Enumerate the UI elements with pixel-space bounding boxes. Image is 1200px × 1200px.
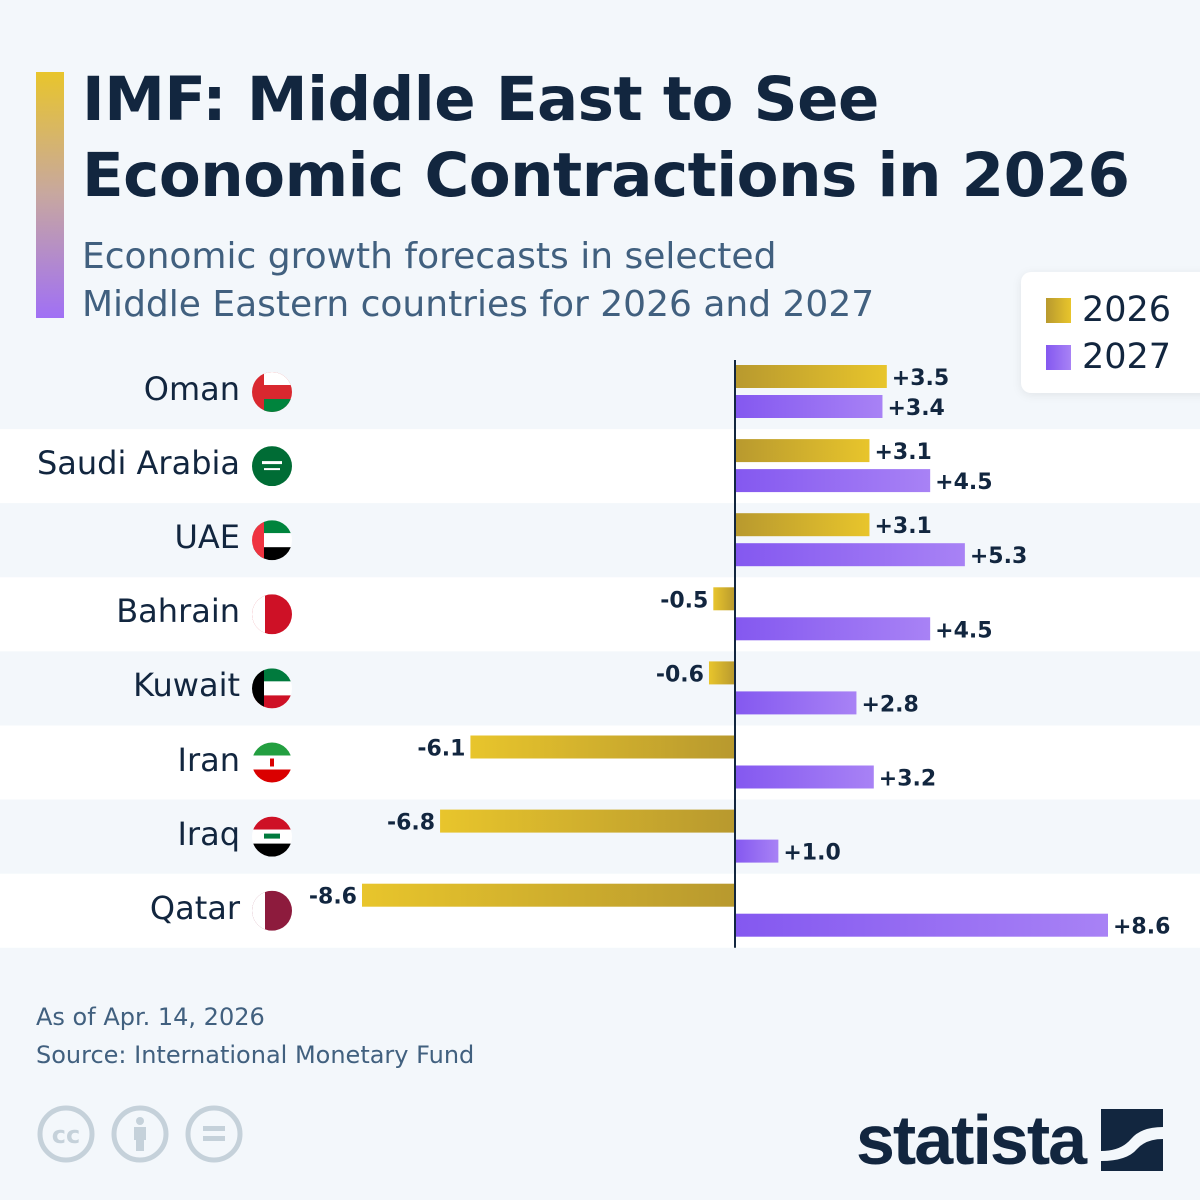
category-label: Qatar	[149, 888, 240, 927]
category-label: Oman	[143, 370, 240, 408]
flag-icon	[252, 520, 292, 561]
attribution-icon[interactable]	[110, 1104, 170, 1164]
bar-2027	[735, 395, 883, 418]
data-label: +1.0	[783, 841, 840, 866]
flag-icon	[252, 890, 292, 931]
legend-swatch-2027	[1046, 344, 1071, 370]
data-label: +2.8	[861, 692, 918, 717]
source-note: Source: International Monetary Fund	[36, 1041, 475, 1069]
bar-2027	[735, 543, 965, 567]
bar-2026	[440, 809, 735, 833]
legend-swatch-2026	[1046, 297, 1071, 323]
subtitle: Economic growth forecasts in selected Mi…	[82, 233, 874, 329]
bar-2026	[735, 439, 870, 463]
no-derivatives-icon[interactable]	[184, 1104, 244, 1164]
data-label: -0.5	[660, 588, 708, 613]
data-label: +3.1	[874, 514, 931, 539]
category-label: Iraq	[177, 814, 240, 853]
data-label: +3.2	[879, 767, 936, 792]
statista-logo-icon	[1101, 1109, 1164, 1171]
subtitle-line-1: Economic growth forecasts in selected	[82, 236, 777, 277]
title-line-1: IMF: Middle East to See	[82, 64, 879, 135]
svg-text:cc: cc	[52, 1121, 80, 1149]
data-label: +3.4	[887, 396, 944, 421]
row-band	[0, 651, 1200, 726]
bar-2026	[735, 513, 870, 537]
bar-2026	[708, 661, 735, 685]
row-band	[0, 429, 1200, 504]
row-band	[0, 355, 1200, 430]
bar-2027	[735, 617, 931, 641]
data-label: +3.5	[892, 366, 949, 391]
flag-icon	[252, 594, 292, 635]
flag-icon	[252, 816, 292, 857]
brand-wordmark: statista	[856, 1101, 1087, 1179]
creative-commons-icon[interactable]: cc	[36, 1104, 96, 1164]
footnote: As of Apr. 14, 2026 Source: Internationa…	[36, 998, 474, 1074]
row-band	[0, 577, 1200, 652]
legend-label: 2027	[1082, 337, 1172, 377]
bar-2026	[362, 883, 735, 907]
row-band	[0, 503, 1200, 578]
data-label: -6.8	[387, 811, 435, 836]
license-icons: cc	[36, 1104, 244, 1164]
category-label: Iran	[177, 740, 240, 779]
statista-logo: statista	[856, 1100, 1164, 1180]
date-note: As of Apr. 14, 2026	[36, 1003, 265, 1031]
category-label: Kuwait	[133, 666, 240, 705]
bar-2027	[735, 691, 857, 715]
legend-label: 2026	[1082, 290, 1172, 330]
bar-2027	[735, 913, 1108, 937]
subtitle-line-2: Middle Eastern countries for 2026 and 20…	[82, 284, 875, 325]
bar-2027	[735, 839, 779, 863]
flag-icon	[252, 668, 292, 709]
data-label: +3.1	[874, 440, 931, 465]
flag-icon	[252, 446, 292, 487]
category-label: Bahrain	[116, 592, 240, 631]
page-title: IMF: Middle East to See Economic Contrac…	[82, 62, 1130, 214]
data-label: -8.6	[309, 885, 357, 910]
title-line-2: Economic Contractions in 2026	[82, 140, 1130, 211]
category-label: Saudi Arabia	[36, 444, 240, 483]
title-accent-bar	[36, 72, 64, 318]
data-label: -6.1	[417, 737, 465, 762]
data-label: +4.5	[935, 618, 992, 643]
bar-2027	[735, 469, 931, 493]
flag-icon	[252, 372, 292, 412]
flag-icon	[252, 742, 292, 783]
bar-2027	[735, 765, 874, 789]
bar-2026	[735, 365, 887, 388]
bar-2026	[470, 735, 735, 759]
data-label: +4.5	[935, 470, 992, 495]
legend: 2026 2027	[1021, 272, 1200, 393]
data-label: +5.3	[970, 544, 1027, 569]
legend-item-2027: 2027	[1046, 337, 1171, 377]
data-label: -0.6	[656, 662, 704, 687]
data-label: +8.6	[1113, 915, 1170, 940]
bar-2026	[713, 587, 735, 611]
category-label: UAE	[174, 518, 240, 557]
legend-item-2026: 2026	[1046, 290, 1171, 330]
